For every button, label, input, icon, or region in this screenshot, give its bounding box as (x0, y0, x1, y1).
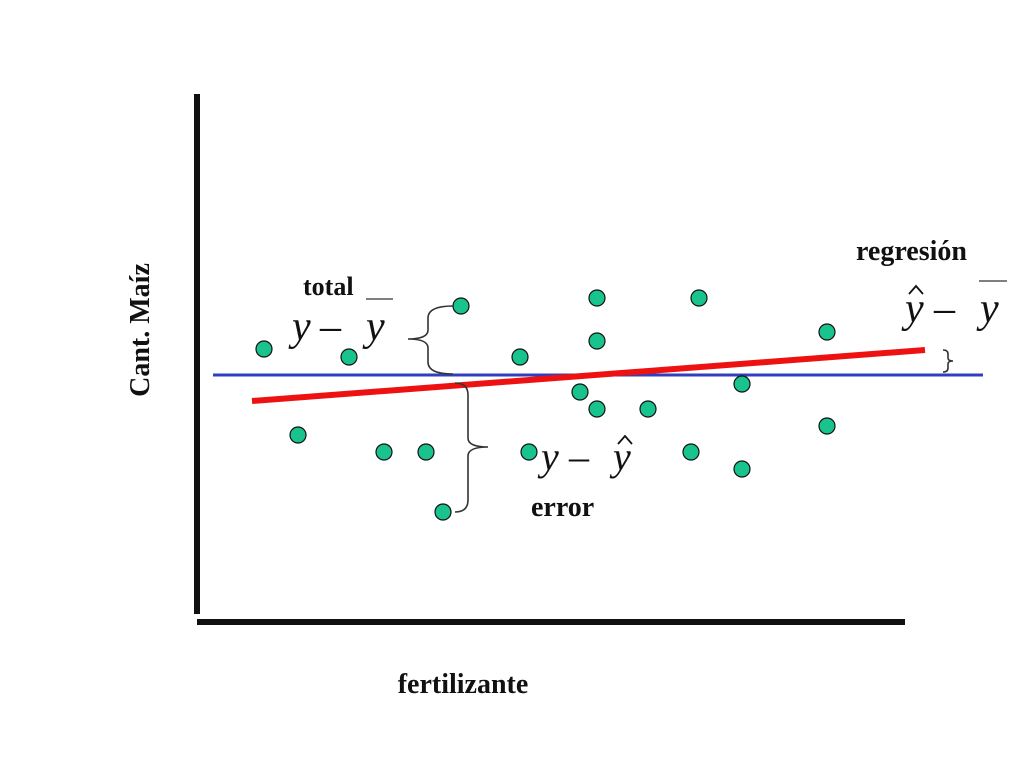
error-formula: y – y (537, 434, 633, 479)
data-point (639, 400, 657, 418)
data-point (733, 460, 751, 478)
total-label: total (303, 272, 354, 301)
svg-text:–: – (319, 304, 342, 350)
svg-text:y: y (537, 434, 559, 479)
svg-text:y: y (362, 304, 385, 350)
regression-brace (942, 349, 954, 373)
regression-formula: y – y (901, 280, 1007, 332)
error-label: error (531, 492, 594, 523)
error-brace (454, 382, 489, 513)
data-point (520, 443, 538, 461)
svg-text:y: y (901, 286, 924, 332)
hat-accent (908, 284, 924, 295)
data-point (571, 383, 589, 401)
svg-text:y: y (976, 286, 999, 332)
total-brace (407, 305, 454, 375)
data-point (588, 400, 606, 418)
data-point (417, 443, 435, 461)
data-point (255, 340, 273, 358)
svg-text:–: – (933, 286, 956, 332)
hat-accent (617, 434, 633, 445)
data-point (340, 348, 358, 366)
data-point (511, 348, 529, 366)
data-point (818, 417, 836, 435)
data-point (818, 323, 836, 341)
data-point (733, 375, 751, 393)
total-formula: y – y (288, 298, 393, 350)
data-point (452, 297, 470, 315)
data-points (255, 289, 836, 521)
svg-text:y: y (288, 304, 311, 350)
y-axis-label: Cant. Maíz (125, 263, 156, 397)
data-point (289, 426, 307, 444)
svg-text:y: y (609, 434, 631, 479)
regression-line (251, 347, 926, 404)
x-axis-label: fertilizante (398, 669, 529, 700)
data-point (690, 289, 708, 307)
data-point (588, 332, 606, 350)
data-point (375, 443, 393, 461)
regression-label: regresión (856, 236, 967, 267)
data-point (682, 443, 700, 461)
data-point (434, 503, 452, 521)
svg-text:–: – (568, 434, 590, 479)
data-point (588, 289, 606, 307)
